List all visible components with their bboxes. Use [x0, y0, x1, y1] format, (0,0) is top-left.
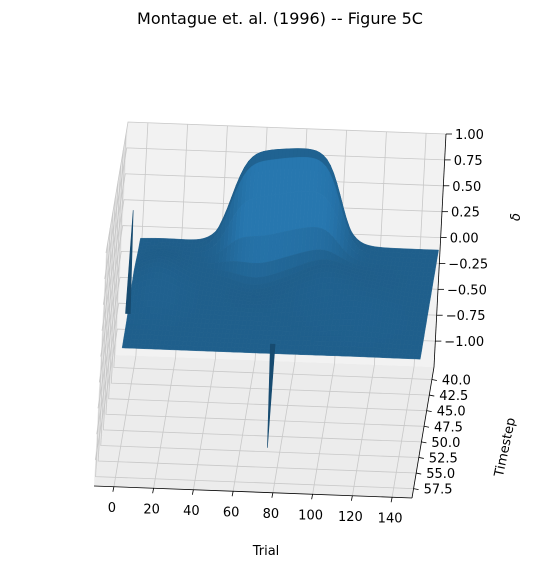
z-tick-label: −0.75	[446, 309, 486, 324]
z-tick-label: 0.00	[450, 232, 479, 247]
x-tick-label: 100	[298, 508, 323, 523]
y-tick-mark	[414, 489, 419, 490]
surface-facet	[430, 273, 435, 278]
x-tick-mark	[312, 494, 313, 499]
chart-title: Montague et. al. (1996) -- Figure 5C	[137, 9, 423, 28]
z-tick-label: 0.50	[452, 180, 481, 195]
y-tick-mark	[416, 473, 421, 474]
surface-facet	[433, 259, 437, 264]
y-tick-mark	[429, 395, 434, 396]
x-tick-label: 80	[263, 507, 280, 522]
x-tick-mark	[272, 493, 273, 498]
z-tick-label: 0.75	[454, 154, 483, 169]
x-tick-label: 60	[223, 505, 240, 520]
z-tick-label: −0.50	[447, 283, 487, 298]
surface-facet	[420, 332, 425, 337]
z-axis-label: δ	[509, 213, 524, 221]
y-tick-label: 47.5	[434, 420, 463, 435]
x-tick-mark	[113, 487, 114, 492]
surface-facet	[427, 290, 432, 295]
y-tick-label: 45.0	[437, 405, 466, 420]
surface-facet	[424, 308, 429, 313]
floor-pane	[94, 355, 434, 498]
surface-facet	[434, 250, 439, 255]
x-axis-label: Trial	[252, 544, 280, 559]
y-tick-label: 42.5	[439, 389, 468, 404]
y-tick-label: 52.5	[429, 452, 458, 467]
surface-facet	[419, 341, 424, 346]
surface-facet	[420, 336, 425, 341]
x-tick-mark	[391, 497, 392, 502]
surface-facet	[425, 304, 430, 309]
y-tick-mark	[419, 457, 424, 458]
surface-facet	[433, 254, 438, 259]
x-tick-mark	[232, 491, 233, 496]
surface-facet	[423, 313, 428, 318]
z-tick-label: 1.00	[455, 128, 484, 143]
y-tick-label: 50.0	[431, 436, 460, 451]
surface-facet	[432, 264, 437, 269]
x-tick-label: 40	[183, 504, 200, 519]
y-axis-label: Timestep	[492, 416, 519, 479]
surface-facet	[426, 299, 431, 304]
y-tick-mark	[432, 379, 437, 380]
surface-facet	[430, 277, 435, 282]
surface-facet	[417, 355, 422, 360]
surface-facet	[429, 282, 433, 287]
y-tick-mark	[427, 411, 432, 412]
z-tick-label: −1.00	[444, 335, 484, 350]
x-tick-label: 0	[108, 501, 116, 516]
surface-facet	[421, 327, 426, 332]
surface-facet	[431, 268, 436, 273]
y-tick-label: 55.0	[426, 467, 455, 482]
y-tick-label: 40.0	[442, 374, 471, 389]
x-tick-label: 120	[338, 510, 363, 525]
x-tick-label: 140	[378, 511, 403, 526]
surface-facet	[418, 345, 423, 350]
x-tick-label: 20	[143, 502, 160, 517]
surface-facet	[428, 286, 433, 291]
y-tick-label: 57.5	[424, 483, 453, 498]
surface-facet	[422, 322, 427, 327]
z-tick-label: 0.25	[451, 206, 480, 221]
surface-facet	[417, 350, 422, 355]
surface-facet	[427, 295, 432, 300]
y-tick-mark	[421, 442, 426, 443]
x-tick-mark	[153, 488, 154, 493]
x-tick-mark	[351, 496, 352, 501]
x-tick-mark	[192, 490, 193, 495]
z-tick-label: −0.25	[448, 257, 488, 272]
surface-facet	[423, 318, 428, 323]
y-tick-mark	[424, 426, 429, 427]
